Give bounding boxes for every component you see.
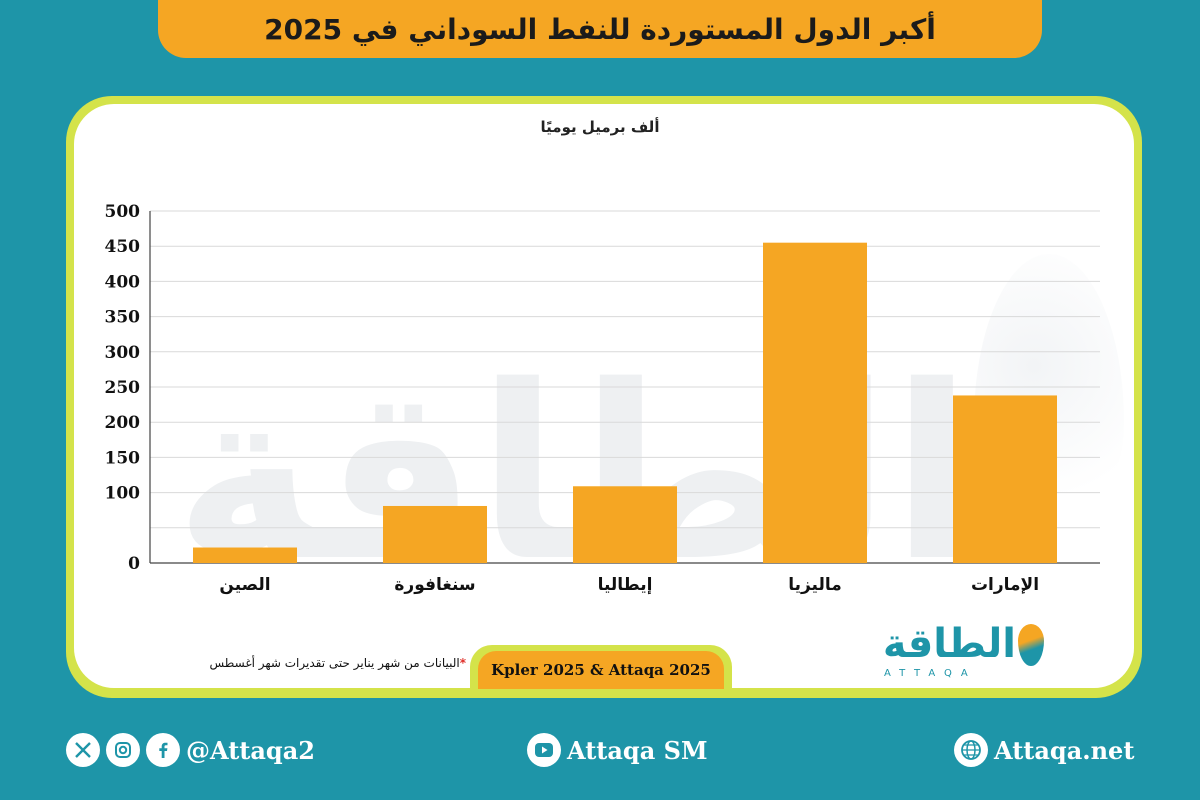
- title-banner: أكبر الدول المستوردة للنفط السوداني في 2…: [158, 0, 1042, 58]
- logo-arabic: الطاقة: [882, 621, 1016, 667]
- source-tab: Kpler 2025 & Attaqa 2025: [478, 651, 724, 689]
- footer-website: Attaqa.net: [954, 728, 1134, 772]
- y-tick-label: 150: [105, 448, 141, 468]
- bar: [193, 547, 297, 563]
- bar: [763, 242, 867, 563]
- website-url[interactable]: Attaqa.net: [994, 735, 1135, 765]
- logo-drop-icon: [1018, 624, 1044, 666]
- footnote-text: البيانات من شهر يناير حتى تقديرات شهر أغ…: [209, 656, 460, 670]
- footnote: *البيانات من شهر يناير حتى تقديرات شهر أ…: [126, 656, 466, 670]
- footnote-star: *: [459, 656, 466, 670]
- youtube-channel[interactable]: Attaqa SM: [567, 735, 708, 765]
- instagram-icon[interactable]: [106, 733, 140, 767]
- category-label: سنغافورة: [394, 575, 475, 595]
- footer-youtube: Attaqa SM: [527, 728, 708, 772]
- y-tick-label: 300: [105, 343, 141, 363]
- category-label: ماليزيا: [788, 575, 842, 595]
- logo-english: ATTAQA: [884, 668, 977, 679]
- source-text: Kpler 2025 & Attaqa 2025: [491, 661, 711, 679]
- globe-icon[interactable]: [954, 733, 988, 767]
- y-tick-label: 450: [105, 237, 141, 257]
- category-label: الصين: [219, 575, 270, 595]
- unit-label: ألف برميل يوميًا: [540, 118, 660, 136]
- y-tick-label: 250: [105, 378, 141, 398]
- y-tick-label: 100: [105, 484, 141, 504]
- footer-social: @Attaqa2: [66, 728, 315, 772]
- y-tick-label: 400: [105, 272, 141, 292]
- bar: [953, 395, 1057, 563]
- category-label: الإمارات: [971, 575, 1039, 595]
- social-handle[interactable]: @Attaqa2: [186, 735, 315, 765]
- x-icon[interactable]: [66, 733, 100, 767]
- bar: [573, 486, 677, 563]
- y-tick-label: 350: [105, 308, 141, 328]
- bar: [383, 505, 487, 563]
- category-label: إيطاليا: [598, 575, 653, 595]
- facebook-icon[interactable]: [146, 733, 180, 767]
- attaqa-logo: الطاقة ATTAQA: [872, 620, 1052, 684]
- youtube-icon[interactable]: [527, 733, 561, 767]
- chart-title: أكبر الدول المستوردة للنفط السوداني في 2…: [264, 12, 936, 46]
- y-tick-label: 0: [128, 554, 140, 574]
- y-tick-label: 500: [105, 202, 141, 222]
- y-tick-label: 200: [105, 413, 141, 433]
